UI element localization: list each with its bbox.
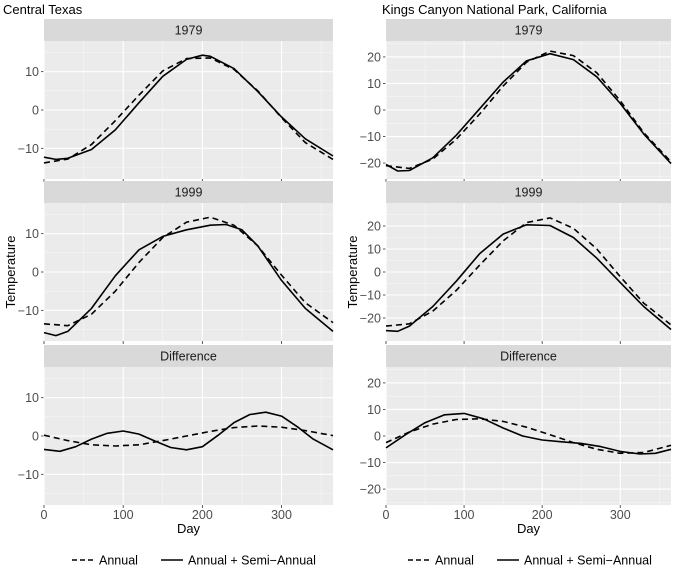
series-line-annual: [43, 425, 334, 447]
panel-1999: 1999 −20 −10 0 10 20: [360, 181, 672, 344]
panel-strip: [386, 345, 671, 367]
y-tick-label: 0: [32, 266, 39, 280]
y-tick-label: 0: [374, 266, 381, 280]
chart-kings-canyon: Kings Canyon National Park, California 19…: [345, 2, 672, 568]
panel-strip-label: 1999: [515, 186, 543, 200]
y-tick-label: 0: [32, 104, 39, 118]
panel-difference: Difference −10 0 10: [18, 345, 334, 508]
y-tick-label: −20: [360, 312, 381, 326]
y-tick-label: 10: [25, 227, 39, 241]
panel-1999: 1999 −10 0 10: [18, 181, 334, 344]
panel-strip-label: 1999: [175, 186, 203, 200]
y-tick-label: −10: [360, 456, 381, 470]
legend-label: Annual + Semi−Annual: [188, 554, 316, 568]
chart-central-texas: Central Texas1979−100101999−10010Differe…: [3, 2, 334, 568]
x-tick-label: 0: [41, 508, 48, 522]
legend: Annual Annual + Semi−Annual: [408, 554, 652, 568]
panel-strip-label: 1979: [515, 24, 543, 38]
x-axis-label: Day: [517, 521, 541, 536]
y-tick-label: −10: [18, 304, 39, 318]
y-tick-label: 0: [374, 104, 381, 118]
y-tick-label: −10: [18, 142, 39, 156]
chart-title: Central Texas: [3, 2, 83, 17]
y-tick-label: 10: [25, 65, 39, 79]
y-tick-label: 10: [367, 243, 381, 257]
y-axis-label: Temperature: [345, 236, 360, 309]
panel-difference: Difference −20 −10 0 10 20: [360, 345, 672, 508]
x-tick-label: 200: [532, 508, 553, 522]
y-tick-label: −10: [18, 468, 39, 482]
x-axis-label: Day: [177, 521, 201, 536]
x-tick-label: 200: [192, 508, 213, 522]
x-tick-label: 100: [113, 508, 134, 522]
legend-label: Annual: [435, 554, 474, 568]
x-tick-label: 300: [610, 508, 631, 522]
y-tick-label: −10: [360, 289, 381, 303]
panel-strip-label: Difference: [160, 350, 217, 364]
panel-strip-label: Difference: [500, 350, 557, 364]
x-tick-label: 0: [383, 508, 390, 522]
x-tick-label: 300: [271, 508, 292, 522]
y-tick-label: 0: [32, 430, 39, 444]
y-tick-label: 20: [367, 50, 381, 64]
legend-label: Annual: [99, 554, 138, 568]
panel-1979: 1979 −10 0 10: [18, 19, 334, 182]
legend-label: Annual + Semi−Annual: [524, 554, 652, 568]
y-tick-label: 20: [367, 220, 381, 234]
series-line-annual-semi-annual: [385, 224, 672, 333]
y-tick-label: 20: [367, 376, 381, 390]
y-tick-label: −20: [360, 483, 381, 497]
panel-strip: [44, 19, 333, 41]
y-tick-label: 10: [367, 77, 381, 91]
series-line-annual-semi-annual: [385, 52, 672, 172]
series-line-annual: [385, 50, 672, 170]
y-tick-label: −20: [360, 157, 381, 171]
panel-1979: 1979 −20 −10 0 10 20: [360, 19, 672, 182]
chart-title: Kings Canyon National Park, California: [382, 2, 607, 17]
series-line-annual: [385, 418, 672, 455]
series-line-annual-semi-annual: [43, 223, 334, 337]
y-tick-label: 0: [374, 430, 381, 444]
panel-strip: [44, 345, 333, 367]
panel-strip: [386, 19, 671, 41]
y-tick-label: −10: [360, 130, 381, 144]
panel-strip: [44, 181, 333, 203]
series-line-annual-semi-annual: [43, 54, 334, 161]
y-tick-label: 10: [367, 403, 381, 417]
panel-strip-label: 1979: [175, 24, 203, 38]
series-line-annual-semi-annual: [385, 412, 672, 455]
y-axis-label: Temperature: [3, 236, 18, 309]
series-line-annual: [385, 217, 672, 327]
series-line-annual: [43, 216, 334, 327]
panel-strip: [386, 181, 671, 203]
y-tick-label: 10: [25, 391, 39, 405]
x-tick-label: 100: [454, 508, 475, 522]
legend: Annual Annual + Semi−Annual: [72, 554, 316, 568]
series-line-annual-semi-annual: [43, 411, 334, 453]
